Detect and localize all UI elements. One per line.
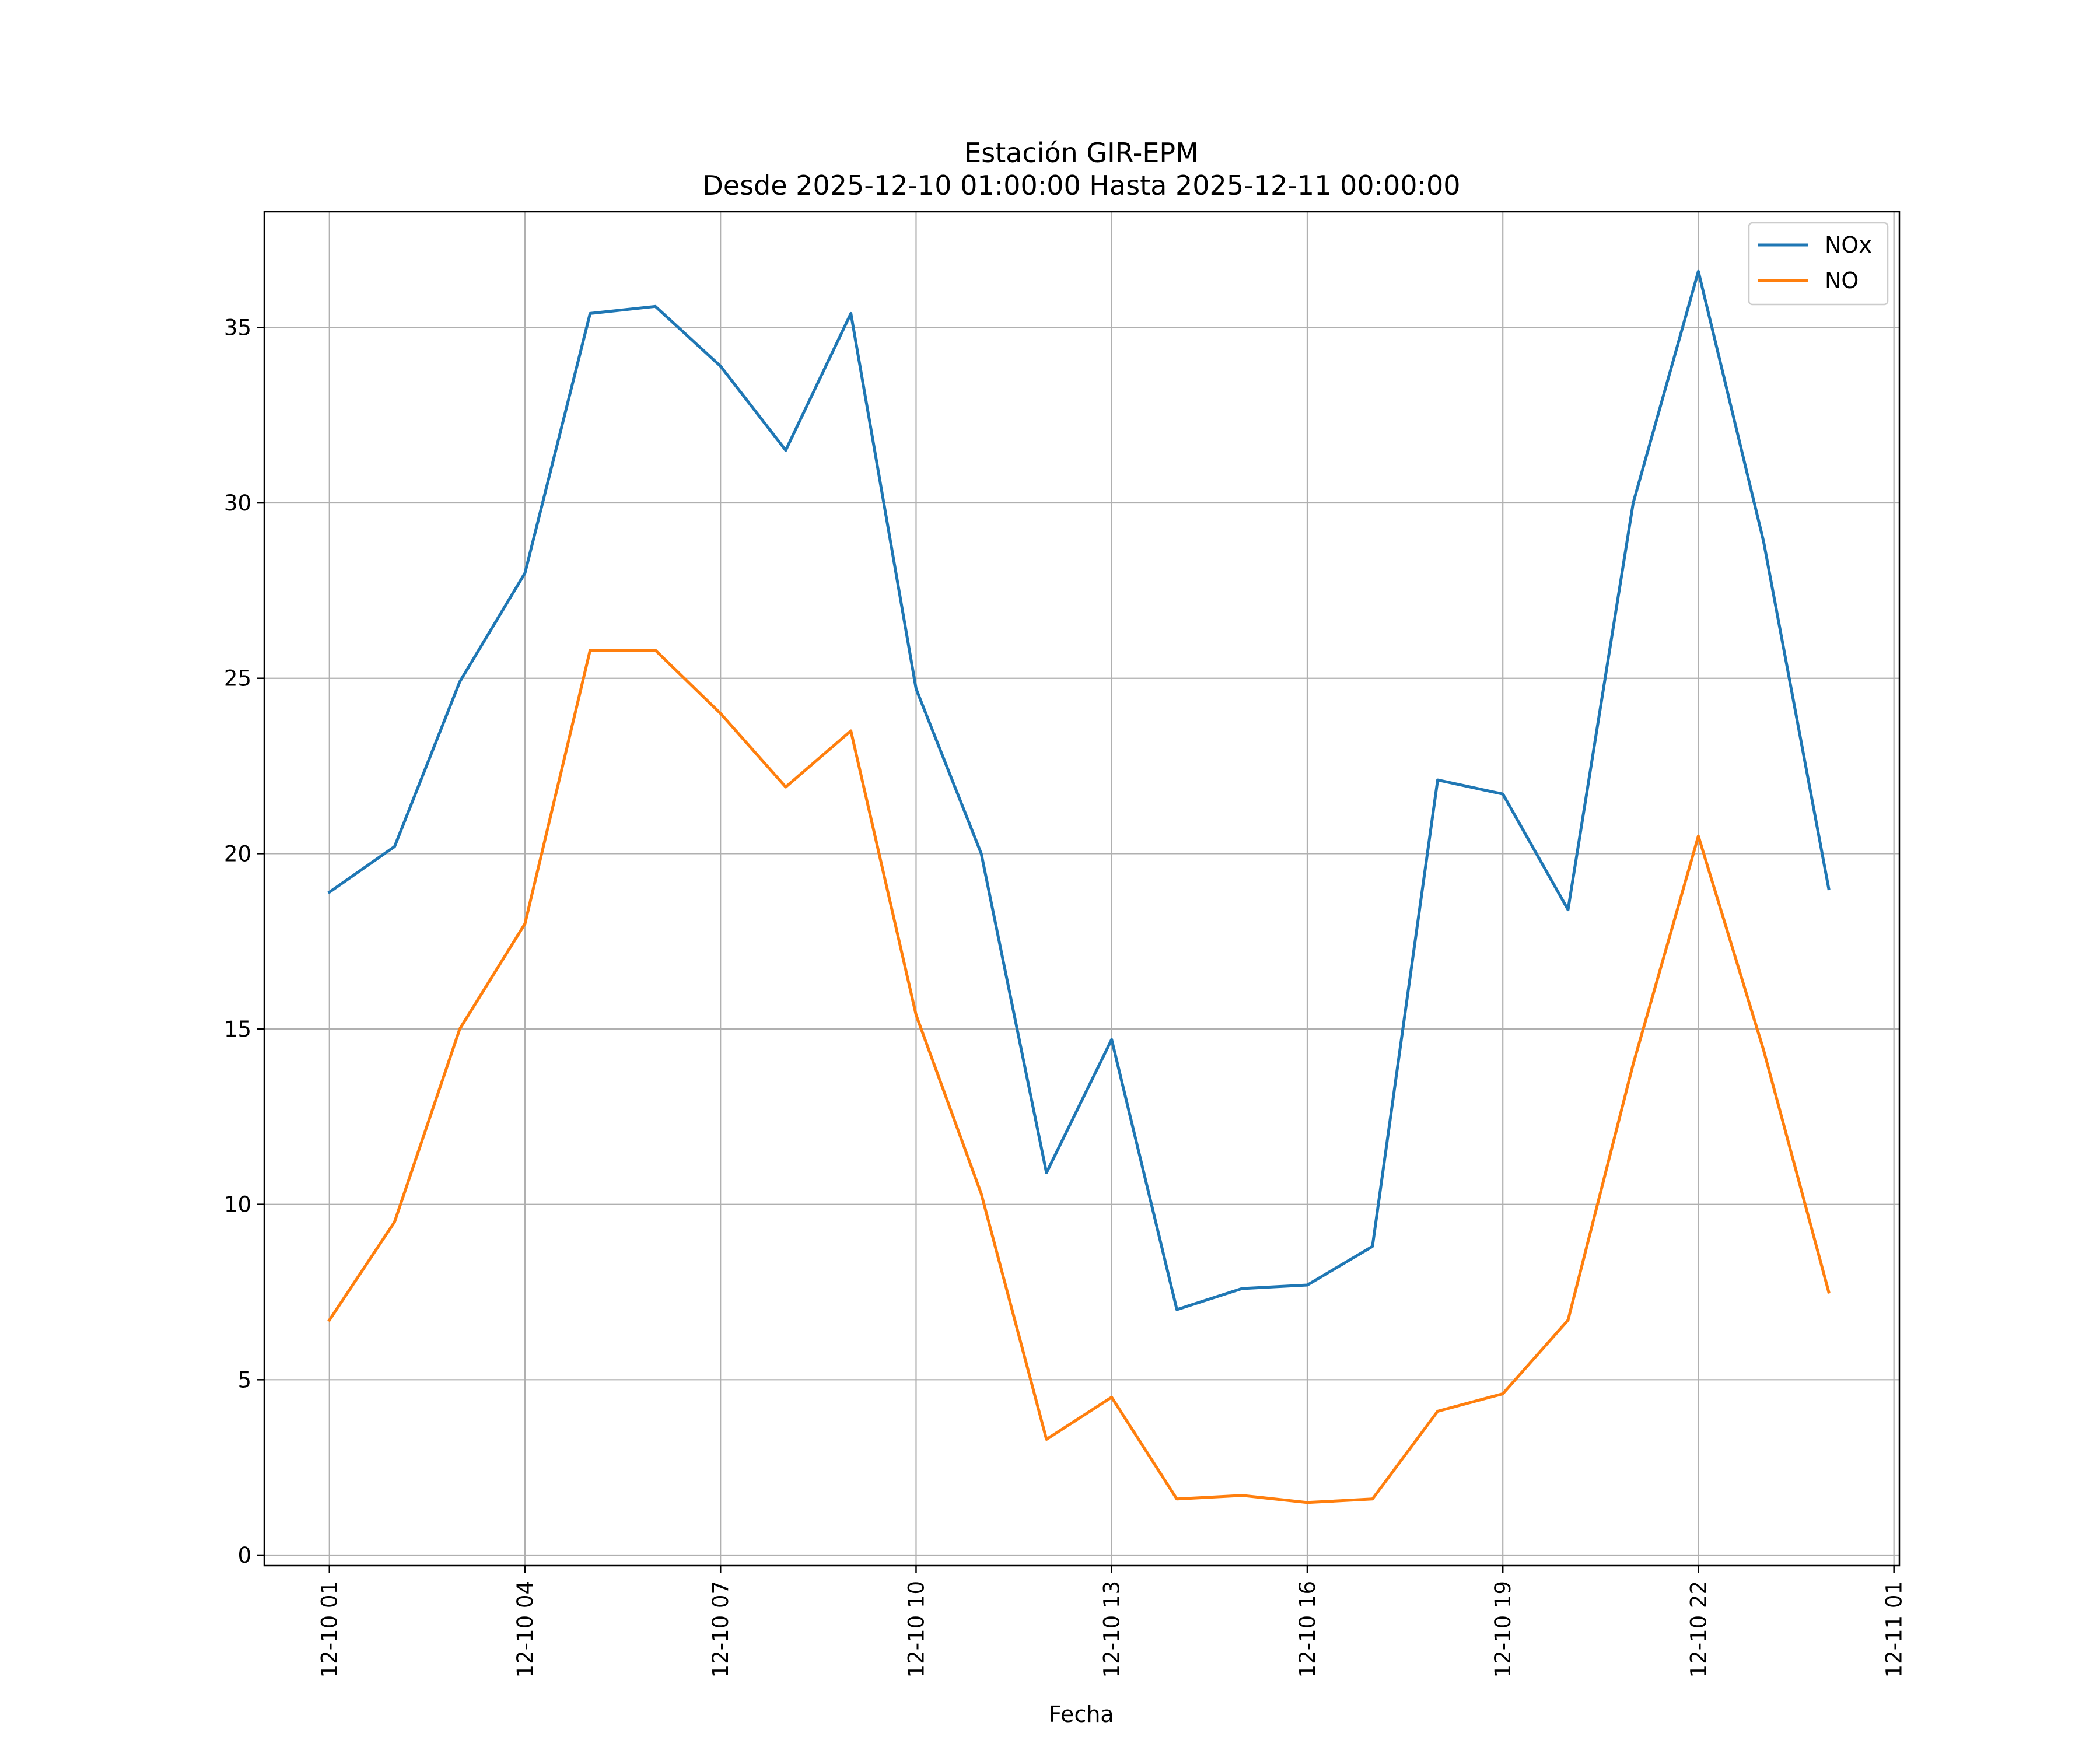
x-tick-label: 12-10 04 <box>513 1581 538 1678</box>
y-tick-label: 20 <box>224 841 251 866</box>
plot-frame <box>263 211 1901 1567</box>
chart-subtitle: Desde 2025-12-10 01:00:00 Hasta 2025-12-… <box>702 170 1460 201</box>
grid <box>264 212 1899 1566</box>
y-tick-label: 35 <box>224 315 251 340</box>
chart-title: Estación GIR-EPM <box>964 137 1199 169</box>
y-axis: 0 5 10 15 20 25 30 35 <box>224 315 264 1568</box>
x-axis-label: Fecha <box>1049 1702 1114 1727</box>
x-axis: 12-10 01 12-10 04 12-10 07 12-10 10 12-10 13… <box>317 1566 1907 1678</box>
legend-box <box>1748 222 1889 306</box>
series-line-nox <box>327 270 1831 1311</box>
y-tick-label: 30 <box>224 491 251 516</box>
y-tick-label: 0 <box>237 1543 251 1568</box>
x-tick-label: 12-10 19 <box>1490 1581 1516 1678</box>
x-tick-label: 12-10 07 <box>708 1581 733 1678</box>
x-tick-label: 12-10 13 <box>1100 1581 1125 1678</box>
series-line-no <box>327 649 1831 1504</box>
y-tick-label: 5 <box>237 1367 251 1392</box>
x-tick-label: 12-11 01 <box>1882 1581 1907 1678</box>
y-tick-label: 10 <box>224 1192 251 1217</box>
y-tick-label: 15 <box>224 1017 251 1042</box>
x-tick-label: 12-10 16 <box>1295 1581 1320 1678</box>
series-layer <box>327 270 1831 1504</box>
x-tick-label: 12-10 22 <box>1686 1581 1711 1678</box>
y-tick-label: 25 <box>224 666 251 691</box>
legend-label-no: NO <box>1825 268 1859 293</box>
x-tick-label: 12-10 10 <box>904 1581 929 1678</box>
legend-label-nox: NOx <box>1825 232 1872 258</box>
legend: NOx NO <box>1748 222 1889 306</box>
x-tick-label: 12-10 01 <box>317 1581 342 1678</box>
